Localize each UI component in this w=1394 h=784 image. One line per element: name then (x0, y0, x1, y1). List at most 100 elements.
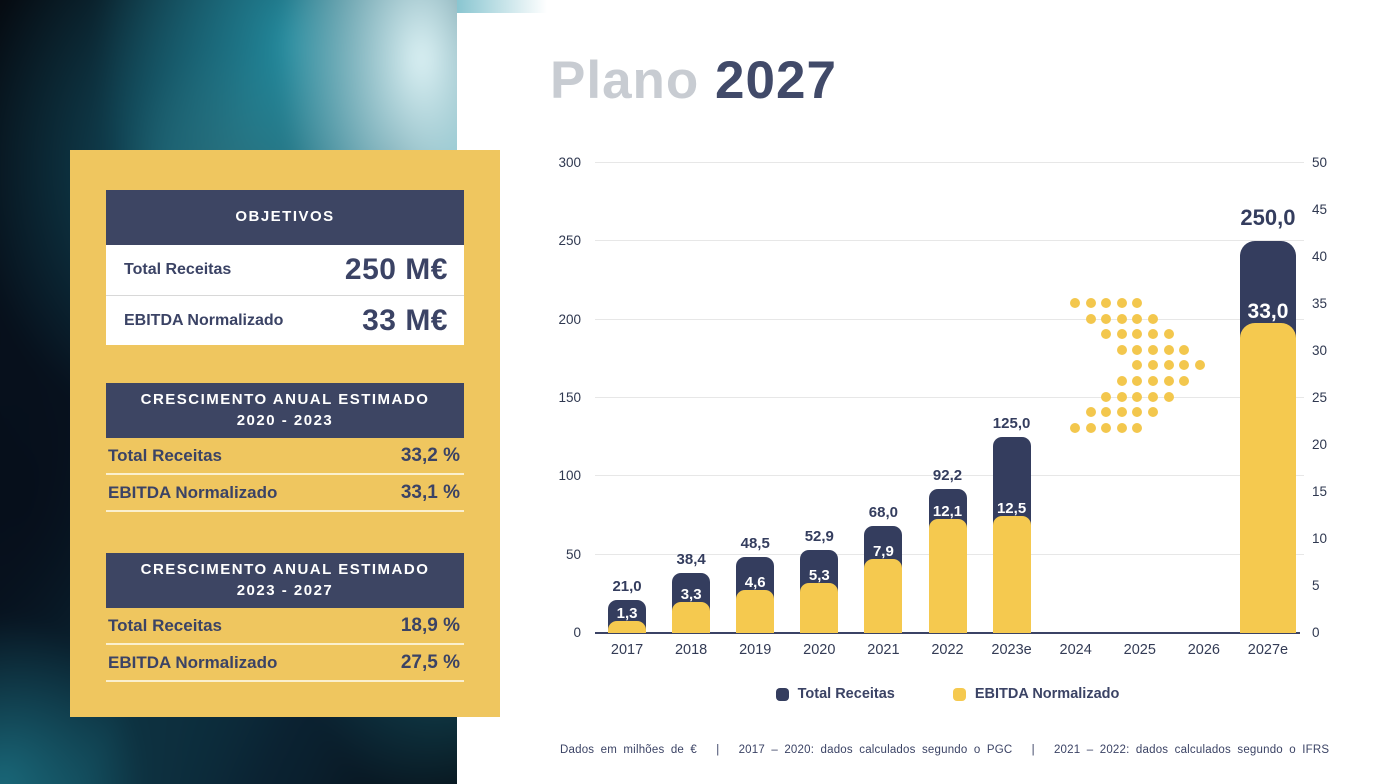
y-axis-right-tick: 45 (1312, 202, 1328, 217)
dotted-arrow-decoration (1085, 407, 1096, 418)
gridline (595, 240, 1304, 242)
row-value: 33,2 % (400, 444, 460, 466)
gridline (595, 397, 1304, 398)
footnote: Dados em milhões de € | 2017 – 2020: dad… (560, 744, 1330, 756)
row-value: 33,1 % (400, 481, 460, 503)
bar-value-label-total: 92,2 (932, 466, 963, 484)
page-title: Plano 2027 (550, 50, 837, 111)
bar-value-label-ebitda: 5,3 (808, 567, 830, 585)
dotted-arrow-decoration (1070, 422, 1080, 433)
bar-value-label-total: 68,0 (868, 504, 898, 522)
growth-2020-2023-header: CRESCIMENTO ANUAL ESTIMADO 2020 - 2023 (106, 383, 464, 438)
dotted-arrow-decoration (1070, 298, 1080, 308)
gridline (595, 475, 1304, 477)
legend-label: Total Receitas (797, 686, 895, 702)
dotted-arrow-decoration (1179, 344, 1190, 355)
dotted-arrow-decoration (1132, 360, 1143, 371)
x-axis-label: 2024 (1059, 642, 1092, 658)
header-line1: CRESCIMENTO ANUAL ESTIMADO (140, 391, 430, 409)
y-axis-left-tick: 150 (558, 390, 581, 405)
bar-value-label-total: 38,4 (676, 550, 706, 568)
y-axis-right-tick: 50 (1312, 155, 1328, 170)
dotted-arrow-decoration (1116, 344, 1127, 355)
dotted-arrow-decoration (1101, 329, 1112, 340)
y-axis-left-tick: 300 (558, 155, 581, 170)
header-line2: 2020 - 2023 (236, 411, 334, 429)
y-axis-right-tick: 0 (1312, 625, 1320, 640)
dotted-arrow-decoration (1148, 391, 1158, 402)
y-axis-right-tick: 40 (1312, 249, 1328, 264)
bar-value-label-total: 125,0 (992, 415, 1031, 433)
dotted-arrow-decoration (1163, 391, 1174, 402)
y-axis-right-tick: 10 (1312, 531, 1328, 546)
dotted-arrow-decoration (1194, 360, 1205, 371)
bar-value-label-ebitda: 12,5 (996, 499, 1027, 517)
dotted-arrow-decoration (1132, 344, 1143, 355)
plot-area: 0 50 100 150 200 250 300 0 5 10 15 20 25 30 35 40 45 50 21… (558, 155, 1327, 658)
y-axis-left-tick: 0 (573, 625, 581, 640)
dotted-arrow-decoration (1101, 422, 1112, 433)
table-row: EBITDA Normalizado 27,5 % (106, 645, 464, 682)
x-axis-label: 2019 (739, 642, 772, 658)
dotted-arrow-decoration (1116, 329, 1127, 340)
bar-ebitda (992, 515, 1031, 633)
legend-swatch-yellow (952, 687, 966, 701)
bar-ebitda (1239, 322, 1296, 633)
header-line2: 2023 - 2027 (236, 581, 334, 599)
growth-2023-2027-header: CRESCIMENTO ANUAL ESTIMADO 2023 - 2027 (106, 553, 464, 608)
legend-swatch-navy (775, 687, 789, 701)
objetivos-header: OBJETIVOS (106, 190, 464, 245)
dotted-arrow-decoration (1163, 329, 1174, 340)
objetivos-header-text: OBJETIVOS (235, 208, 335, 226)
dotted-arrow-decoration (1101, 298, 1112, 308)
gridline (595, 162, 1304, 163)
x-axis-label: 2018 (674, 642, 708, 658)
x-axis-label: 2025 (1123, 642, 1156, 658)
dotted-arrow-decoration (1116, 391, 1127, 402)
legend-item-ebitda: EBITDA Normalizado (952, 686, 1120, 702)
table-row: EBITDA Normalizado 33 M€ (106, 295, 464, 345)
bar-ebitda (736, 589, 775, 633)
objetivos-rows: Total Receitas 250 M€ EBITDA Normalizado… (106, 245, 464, 345)
page-title-light: Plano (550, 51, 700, 110)
dotted-arrow-decoration (1163, 360, 1174, 371)
row-value: 250 M€ (344, 253, 448, 286)
dotted-arrow-decoration (1132, 376, 1143, 386)
dotted-arrow-decoration (1085, 313, 1096, 324)
dotted-arrow-decoration (1085, 298, 1096, 308)
dotted-arrow-decoration (1148, 313, 1158, 324)
row-label: Total Receitas (124, 261, 232, 278)
bar-value-label-ebitda: 3,3 (680, 585, 702, 603)
dotted-arrow-decoration (1132, 313, 1143, 324)
bar-value-label-ebitda: 4,6 (744, 573, 766, 591)
x-axis-label: 2017 (610, 642, 644, 658)
dotted-arrow-decoration (1116, 407, 1127, 418)
row-label: EBITDA Normalizado (124, 311, 284, 329)
bar-value-label-ebitda: 12,1 (932, 503, 963, 521)
chart-legend: Total Receitas EBITDA Normalizado (595, 686, 1300, 702)
dotted-arrow-decoration (1116, 298, 1127, 308)
objetivos-card: OBJETIVOS Total Receitas 250 M€ EBITDA N… (106, 190, 464, 345)
dotted-arrow-decoration (1085, 422, 1096, 433)
y-axis-left-tick: 250 (558, 233, 581, 249)
bar-ebitda (864, 558, 903, 633)
dotted-arrow-decoration (1148, 344, 1158, 355)
table-row: Total Receitas 33,2 % (106, 438, 464, 475)
bar-value-label-ebitda: 7,9 (872, 542, 894, 560)
bar-value-label-ebitda: 1,3 (616, 604, 638, 622)
bar-value-label-total: 52,9 (804, 528, 834, 546)
row-label: Total Receitas (108, 615, 223, 635)
y-axis-right-tick: 5 (1312, 578, 1320, 593)
bar-value-label-total: 48,5 (740, 535, 770, 553)
y-axis-right-tick: 25 (1312, 390, 1328, 405)
legend-label: EBITDA Normalizado (974, 686, 1120, 702)
dotted-arrow-decoration (1116, 422, 1127, 433)
gridline (595, 318, 1304, 320)
header-line1: CRESCIMENTO ANUAL ESTIMADO (140, 561, 430, 579)
bar-ebitda (672, 601, 711, 633)
y-axis-left-tick: 100 (558, 468, 581, 484)
growth-2020-2023-card: CRESCIMENTO ANUAL ESTIMADO 2020 - 2023 T… (106, 383, 464, 512)
dotted-arrow-decoration (1116, 313, 1127, 324)
dotted-arrow-decoration (1179, 376, 1190, 386)
